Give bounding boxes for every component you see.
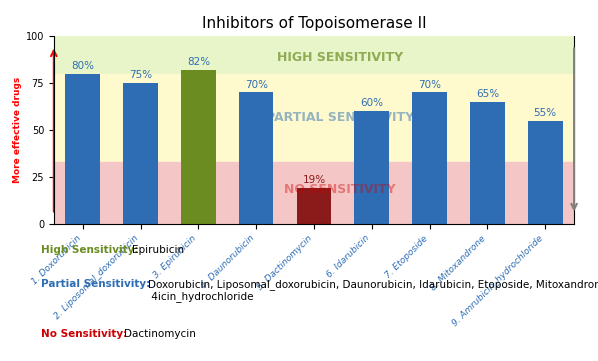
Text: 19%: 19% bbox=[303, 175, 325, 185]
Text: 55%: 55% bbox=[533, 108, 557, 118]
Title: Inhibitors of Topoisomerase II: Inhibitors of Topoisomerase II bbox=[202, 16, 426, 31]
Bar bbox=[470, 102, 505, 224]
Text: Dactinomycin: Dactinomycin bbox=[124, 329, 196, 339]
Bar bbox=[54, 162, 574, 224]
Text: 70%: 70% bbox=[418, 79, 441, 90]
Text: High Sensitivity:: High Sensitivity: bbox=[41, 245, 138, 255]
Bar bbox=[528, 121, 563, 224]
Bar bbox=[181, 70, 216, 224]
Text: More effective drugs: More effective drugs bbox=[13, 77, 22, 183]
Text: 80%: 80% bbox=[71, 61, 94, 71]
Text: No Sensitivity:: No Sensitivity: bbox=[41, 329, 127, 339]
Text: 70%: 70% bbox=[245, 79, 268, 90]
Text: Partial Sensitivity:: Partial Sensitivity: bbox=[41, 279, 150, 289]
Bar bbox=[297, 188, 331, 224]
Bar bbox=[54, 36, 574, 74]
Text: 65%: 65% bbox=[476, 89, 499, 99]
Text: 60%: 60% bbox=[360, 98, 383, 108]
Bar bbox=[123, 83, 158, 224]
Text: HIGH SENSITIVITY: HIGH SENSITIVITY bbox=[277, 51, 403, 64]
Bar bbox=[65, 74, 100, 224]
Text: PARTIAL SENSITIVITY: PARTIAL SENSITIVITY bbox=[266, 111, 414, 124]
Bar bbox=[355, 111, 389, 224]
Bar bbox=[412, 92, 447, 224]
Text: Epirubicin: Epirubicin bbox=[132, 245, 184, 255]
Text: NO SENSITIVITY: NO SENSITIVITY bbox=[284, 183, 396, 196]
Bar bbox=[239, 92, 273, 224]
Text: 75%: 75% bbox=[129, 70, 152, 80]
Text: 82%: 82% bbox=[187, 57, 210, 67]
Bar bbox=[54, 74, 574, 162]
Text: Doxorubicin, Liposomal_doxorubicin, Daunorubicin, Idarubicin, Etoposide, Mitoxan: Doxorubicin, Liposomal_doxorubicin, Daun… bbox=[148, 279, 598, 302]
